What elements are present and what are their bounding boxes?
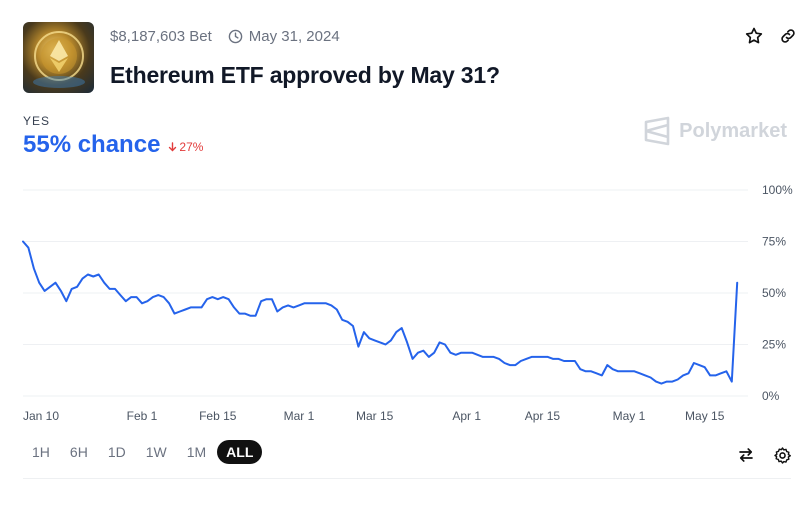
end-date-text: May 31, 2024 xyxy=(248,27,340,45)
x-tick-label: Apr 15 xyxy=(525,409,561,423)
market-meta: $8,187,603 Bet May 31, 2024 xyxy=(110,27,340,45)
price-chart: 100% 75% 50% 25% 0% Jan 10 Feb 1 Feb 15 Mar 1 Ma… xyxy=(22,183,793,423)
polymarket-watermark: Polymarket xyxy=(643,116,787,146)
y-tick-label: 25% xyxy=(762,338,786,352)
y-tick-label: 50% xyxy=(762,286,786,300)
market-title: Ethereum ETF approved by May 31? xyxy=(110,62,500,88)
x-tick-label: May 1 xyxy=(613,409,646,423)
swap-icon[interactable] xyxy=(735,444,757,466)
volume-text: $8,187,603 Bet xyxy=(110,27,212,45)
divider xyxy=(23,478,791,479)
series-line xyxy=(22,240,739,385)
x-axis: Jan 10 Feb 1 Feb 15 Mar 1 Mar 15 Apr 1 Apr 15 M… xyxy=(23,409,725,423)
y-tick-label: 100% xyxy=(762,183,793,197)
calendar-clock-icon xyxy=(228,29,243,44)
chance-delta: 27% xyxy=(168,140,203,154)
chance-delta-value: 27% xyxy=(179,140,204,154)
x-tick-label: Apr 1 xyxy=(452,409,481,423)
x-tick-label: Feb 15 xyxy=(199,409,237,423)
chance-value: 55% chance xyxy=(23,131,161,158)
range-all[interactable]: ALL xyxy=(217,440,263,464)
outcome-label: YES xyxy=(23,114,51,128)
range-1d[interactable]: 1D xyxy=(99,440,135,464)
chart-grid xyxy=(23,189,748,397)
range-6h[interactable]: 6H xyxy=(61,440,97,464)
range-1w[interactable]: 1W xyxy=(137,440,176,464)
settings-icon[interactable] xyxy=(771,444,793,466)
range-1h[interactable]: 1H xyxy=(23,440,59,464)
chance-row: 55% chance 27% xyxy=(23,131,203,159)
y-tick-label: 0% xyxy=(762,389,780,403)
ethereum-coin-icon xyxy=(33,31,85,88)
market-thumbnail xyxy=(23,22,94,93)
x-tick-label: Feb 1 xyxy=(127,409,158,423)
x-tick-label: Mar 15 xyxy=(356,409,394,423)
y-axis: 100% 75% 50% 25% 0% xyxy=(762,183,793,403)
y-tick-label: 75% xyxy=(762,235,786,249)
star-icon[interactable] xyxy=(743,25,765,47)
watermark-text: Polymarket xyxy=(679,119,787,142)
range-1m[interactable]: 1M xyxy=(178,440,215,464)
link-icon[interactable] xyxy=(777,25,799,47)
x-tick-label: Jan 10 xyxy=(23,409,59,423)
arrow-down-icon xyxy=(169,142,177,152)
x-tick-label: Mar 1 xyxy=(284,409,315,423)
x-tick-label: May 15 xyxy=(685,409,725,423)
time-range-selector: 1H 6H 1D 1W 1M ALL xyxy=(23,440,263,464)
polymarket-logo-icon xyxy=(644,116,670,146)
